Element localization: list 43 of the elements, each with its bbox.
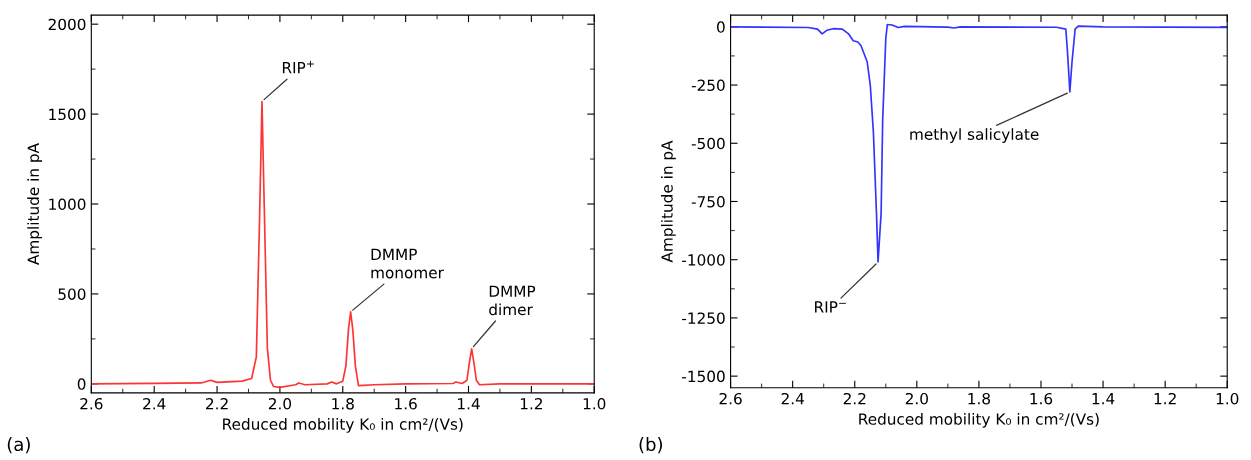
annotation: methyl salicylate — [910, 128, 1039, 143]
x-tick-label: 2.2 — [843, 392, 866, 405]
annotation: DMMP monomer — [371, 248, 444, 279]
y-tick-label: -750 — [691, 195, 725, 208]
x-tick-label: 1.0 — [1216, 392, 1239, 405]
y-tick-label: -1250 — [682, 312, 725, 324]
y-tick-label: 1500 — [49, 108, 86, 121]
x-tick-label: 1.6 — [395, 397, 417, 410]
y-tick-label: -1500 — [682, 370, 725, 383]
annotation: RIP$^{−}$ — [815, 301, 846, 313]
y-axis-title: Amplitude in pA — [660, 140, 676, 263]
x-tick-label: 2.4 — [143, 397, 166, 410]
y-axis-title: Amplitude in pA — [27, 143, 43, 265]
x-tick-label: 2.0 — [268, 397, 292, 410]
x-tick-label: 1.2 — [520, 397, 542, 410]
x-tick-label: 1.0 — [583, 397, 606, 410]
y-tick-label: 0 — [717, 21, 725, 33]
x-tick-label: 1.4 — [458, 398, 480, 410]
x-tick-label: 1.8 — [332, 397, 354, 410]
x-tick-label: 1.4 — [1092, 393, 1115, 405]
y-tick-label: -1000 — [682, 254, 725, 266]
x-tick-label: 2.0 — [905, 392, 928, 405]
x-tick-label: 2.2 — [206, 397, 228, 410]
y-tick-label: 0 — [77, 378, 86, 390]
annotation: RIP$^{+}$ — [282, 60, 314, 74]
x-tick-label: 2.6 — [719, 392, 742, 405]
x-tick-label: 2.4 — [781, 392, 804, 405]
text: (a) — [7, 437, 30, 454]
y-tick-label: -500 — [691, 137, 725, 150]
line-series — [91, 100, 595, 389]
x-axis-title: Reduced mobility K₀ in cm²/(Vs) — [859, 412, 1099, 428]
x-tick-label: 1.2 — [1154, 392, 1176, 405]
y-tick-label: 500 — [58, 288, 86, 300]
y-tick-label: 1000 — [49, 198, 86, 211]
x-tick-label: 1.8 — [968, 392, 991, 405]
text: (b) — [639, 437, 663, 454]
x-tick-label: 2.6 — [80, 397, 103, 410]
line-series — [730, 23, 1228, 263]
x-axis-title: Reduced mobility K₀ in cm²/(Vs) — [223, 418, 463, 433]
x-tick-label: 1.6 — [1030, 392, 1053, 405]
annotation: DMMP dimer — [489, 285, 536, 316]
y-tick-label: -250 — [691, 79, 725, 92]
y-tick-label: 2000 — [48, 18, 86, 31]
